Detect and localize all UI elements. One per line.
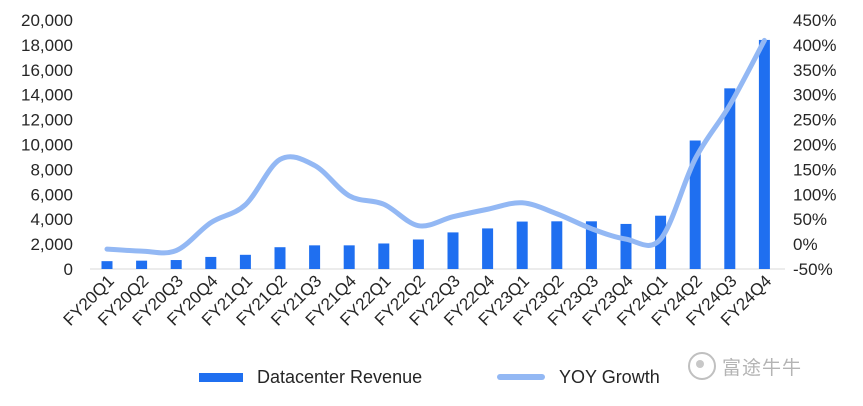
y-left-tick-label: 0 bbox=[64, 260, 73, 279]
bar-fy24q4 bbox=[758, 39, 770, 269]
bar-fy22q1 bbox=[378, 243, 390, 269]
watermark-text: 富途牛牛 bbox=[722, 356, 803, 379]
bar-fy23q2 bbox=[551, 221, 563, 269]
x-axis: FY20Q1FY20Q2FY20Q3FY20Q4FY21Q1FY21Q2FY21… bbox=[60, 271, 776, 329]
y-left-tick-label: 4,000 bbox=[30, 210, 73, 229]
bar-fy23q1 bbox=[516, 221, 528, 269]
legend-line-swatch bbox=[497, 374, 545, 380]
y-right-tick-label: 250% bbox=[793, 111, 836, 130]
y-axis-right: -50% 0% 50% 100% 150% 200% 250% 300% 350% 400% 450… bbox=[793, 11, 836, 279]
bar-fy20q1 bbox=[101, 261, 113, 269]
bar-fy21q1 bbox=[239, 254, 251, 269]
bar-fy23q4 bbox=[620, 223, 632, 269]
bar-fy21q2 bbox=[274, 247, 286, 269]
y-left-tick-label: 12,000 bbox=[21, 111, 73, 130]
bar-fy21q4 bbox=[343, 245, 355, 269]
y-left-tick-label: 20,000 bbox=[21, 11, 73, 30]
y-left-tick-label: 18,000 bbox=[21, 36, 73, 55]
legend-label-datacenter-revenue: Datacenter Revenue bbox=[257, 366, 423, 387]
legend-item-datacenter-revenue: Datacenter Revenue bbox=[199, 362, 422, 392]
futu-logo-icon bbox=[688, 352, 716, 380]
chart: 0 2,000 4,000 6,000 8,000 10,000 12,000 14,000 1… bbox=[21, 11, 836, 330]
y-right-tick-label: -50% bbox=[793, 260, 833, 279]
bar-fy20q4 bbox=[205, 256, 217, 269]
y-left-tick-label: 16,000 bbox=[21, 61, 73, 80]
y-left-tick-label: 8,000 bbox=[30, 160, 73, 179]
y-axis-left: 0 2,000 4,000 6,000 8,000 10,000 12,000 14,000 1… bbox=[21, 11, 73, 279]
yoy-growth-line bbox=[104, 37, 767, 256]
y-right-tick-label: 150% bbox=[793, 160, 836, 179]
legend-label-yoy-growth: YOY Growth bbox=[559, 366, 660, 387]
y-right-tick-label: 350% bbox=[793, 61, 836, 80]
y-left-tick-label: 14,000 bbox=[21, 86, 73, 105]
y-left-tick-label: 6,000 bbox=[30, 185, 73, 204]
y-left-tick-label: 2,000 bbox=[30, 235, 73, 254]
y-right-tick-label: 300% bbox=[793, 86, 836, 105]
y-right-tick-label: 200% bbox=[793, 136, 836, 155]
legend-bar-swatch bbox=[199, 372, 243, 382]
bar-fy23q3 bbox=[585, 221, 597, 269]
legend: Datacenter Revenue YOY Growth bbox=[0, 362, 863, 392]
watermark: 富途牛牛 bbox=[688, 352, 802, 380]
bar-fy22q3 bbox=[447, 232, 459, 269]
bar-fy21q3 bbox=[309, 245, 321, 269]
y-left-tick-label: 10,000 bbox=[21, 136, 73, 155]
y-right-tick-label: 450% bbox=[793, 11, 836, 30]
y-right-tick-label: 100% bbox=[793, 185, 836, 204]
bar-fy24q2 bbox=[689, 140, 701, 269]
bar-fy20q3 bbox=[170, 260, 182, 269]
y-right-tick-label: 0% bbox=[793, 235, 818, 254]
bar-fy22q2 bbox=[412, 239, 424, 269]
y-right-tick-label: 400% bbox=[793, 36, 836, 55]
bar-fy20q2 bbox=[136, 260, 148, 269]
bar-fy22q4 bbox=[482, 228, 494, 269]
legend-item-yoy-growth: YOY Growth bbox=[497, 362, 660, 392]
bar-fy24q3 bbox=[724, 88, 736, 270]
y-right-tick-label: 50% bbox=[793, 210, 827, 229]
bar-series bbox=[101, 39, 770, 270]
